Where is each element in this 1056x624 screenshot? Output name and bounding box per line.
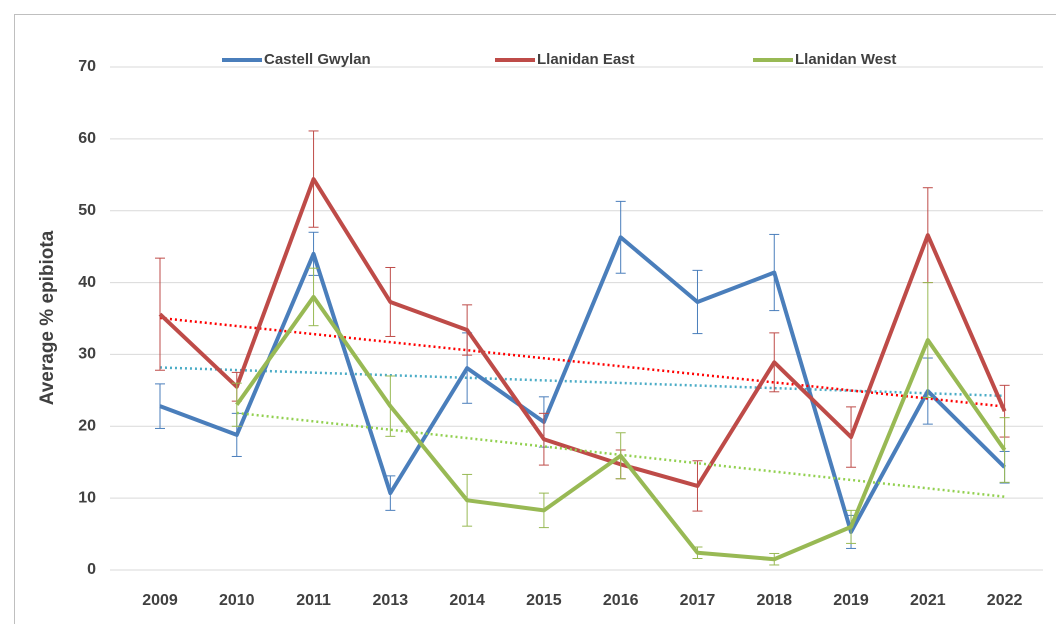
trend-line <box>159 316 1005 408</box>
y-tick-label: 60 <box>78 130 96 147</box>
x-tick-label: 2021 <box>910 592 946 609</box>
x-tick-label: 2014 <box>449 592 485 609</box>
y-tick-label: 40 <box>78 274 96 291</box>
x-tick-label: 2015 <box>526 592 562 609</box>
x-tick-label: 2009 <box>142 592 178 609</box>
y-tick-label: 50 <box>78 202 96 219</box>
y-tick-label: 20 <box>78 418 96 435</box>
series-line <box>159 235 1007 534</box>
legend-label: Castell Gwylan <box>264 51 371 68</box>
y-tick-label: 30 <box>78 346 96 363</box>
chart-frame <box>14 14 1056 624</box>
x-tick-label: 2017 <box>680 592 716 609</box>
y-tick-label: 70 <box>78 58 96 75</box>
x-tick-label: 2018 <box>756 592 792 609</box>
series-line <box>235 294 1007 562</box>
y-tick-label: 10 <box>78 489 96 506</box>
legend-label: Llanidan East <box>537 51 635 68</box>
y-tick-label: 0 <box>87 561 96 578</box>
x-tick-label: 2022 <box>987 592 1023 609</box>
x-tick-label: 2013 <box>373 592 409 609</box>
x-tick-label: 2016 <box>603 592 639 609</box>
legend-label: Llanidan West <box>795 51 896 68</box>
trend-line <box>159 366 1005 398</box>
series-line <box>158 177 1007 488</box>
y-axis-label: Average % epibiota <box>37 230 58 405</box>
x-tick-label: 2010 <box>219 592 255 609</box>
x-tick-label: 2011 <box>296 592 331 609</box>
x-tick-label: 2019 <box>833 592 869 609</box>
